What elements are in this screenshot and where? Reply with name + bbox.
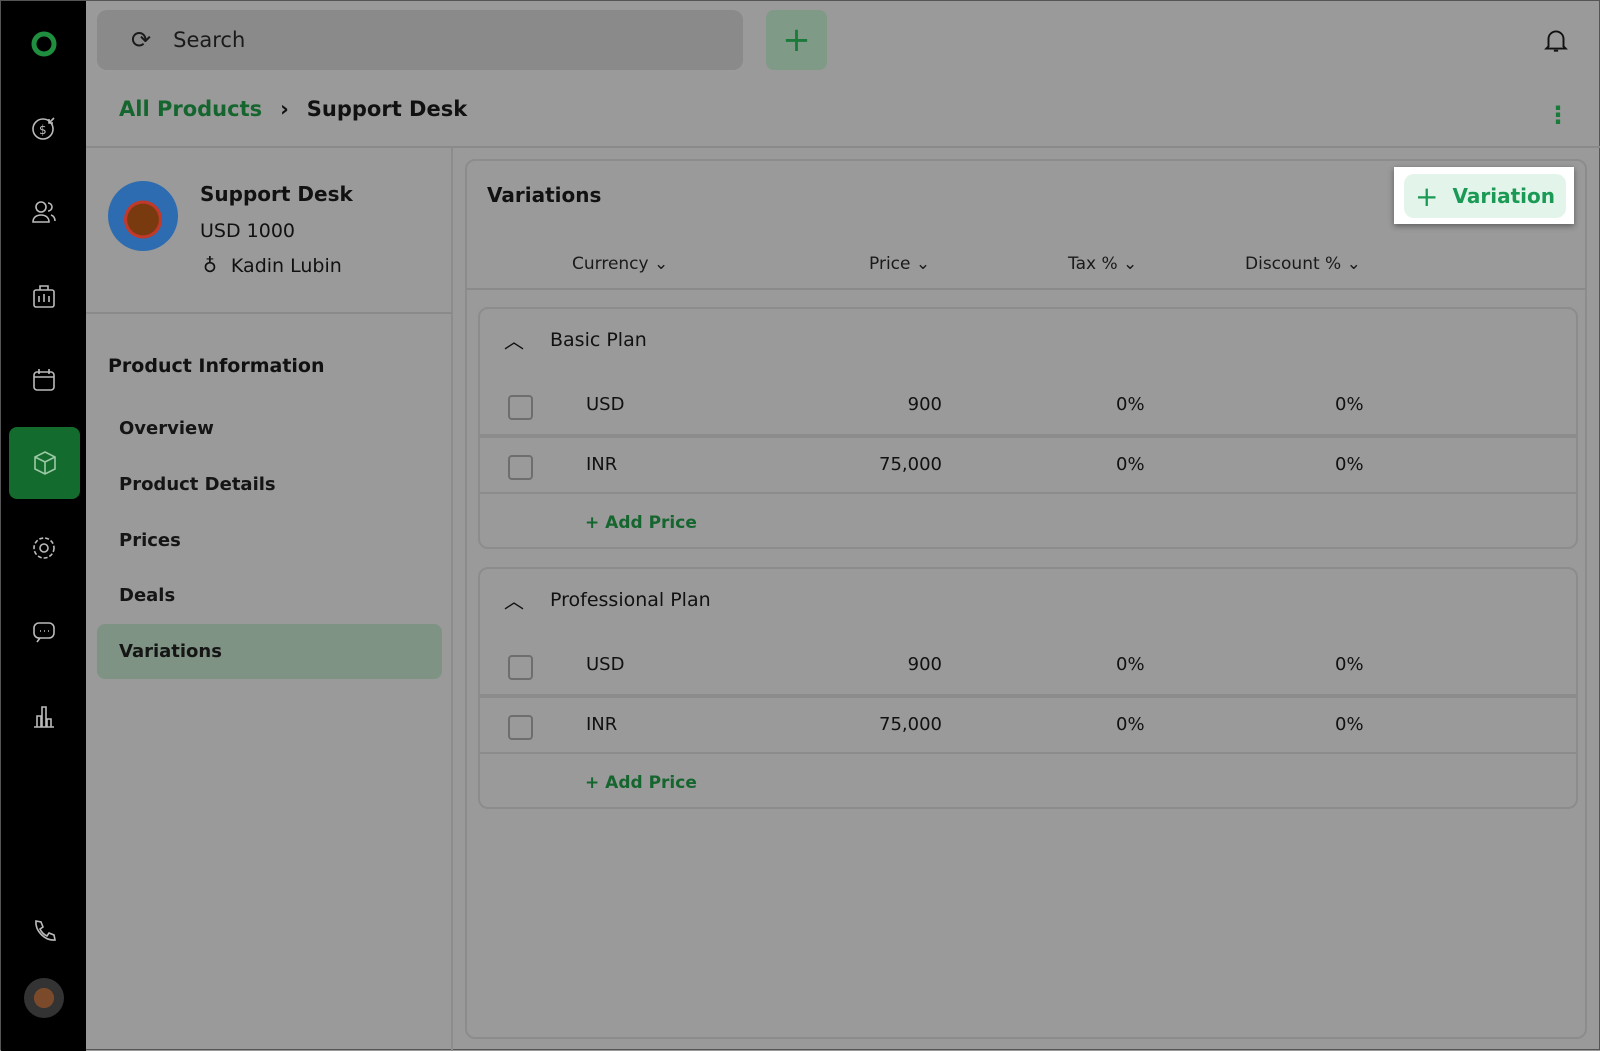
plus-icon: +: [1415, 179, 1439, 213]
product-avatar: [108, 181, 178, 251]
group-title: Professional Plan: [550, 589, 711, 611]
variation-group-basic-plan: ︿ Basic Plan USD 900 0% 0% INR 75,000 0%…: [478, 307, 1578, 549]
add-variation-button[interactable]: + Variation: [1404, 174, 1566, 218]
cell-price: 900: [907, 654, 942, 675]
cell-discount: 0%: [1335, 394, 1364, 415]
column-price[interactable]: Price ⌄: [869, 254, 931, 274]
chevron-up-icon[interactable]: ︿: [504, 329, 524, 353]
user-icon: ♁: [203, 255, 217, 277]
nav-variations[interactable]: Variations: [119, 641, 222, 662]
more-options-icon[interactable]: ⋮: [1546, 101, 1570, 129]
nav-heading: Product Information: [108, 355, 325, 377]
nav-active-bg: [97, 624, 442, 679]
products-box-icon[interactable]: [9, 427, 80, 499]
add-price-link[interactable]: + Add Price: [585, 513, 697, 533]
cell-price: 75,000: [879, 714, 942, 735]
cell-currency: USD: [586, 654, 625, 675]
chevron-up-icon[interactable]: ︿: [504, 589, 524, 613]
column-tax[interactable]: Tax % ⌄: [1068, 254, 1138, 274]
divider: [466, 288, 1586, 290]
product-owner: ♁ Kadin Lubin: [203, 255, 342, 277]
cell-tax: 0%: [1116, 714, 1145, 735]
settings-gear-icon[interactable]: [21, 525, 66, 570]
breadcrumb-current: Support Desk: [306, 97, 468, 121]
notification-bell-icon[interactable]: [1541, 25, 1571, 55]
divider: [86, 312, 453, 314]
product-name: Support Desk: [200, 182, 353, 206]
quick-add-button[interactable]: +: [766, 10, 827, 70]
add-price-link[interactable]: + Add Price: [585, 773, 697, 793]
sidebar: $: [1, 1, 86, 1051]
chevron-right-icon: ›: [280, 97, 289, 121]
table-row: INR 75,000 0% 0%: [480, 696, 1576, 754]
group-title: Basic Plan: [550, 329, 647, 351]
table-row: USD 900 0% 0%: [480, 378, 1576, 436]
variations-card: [465, 159, 1587, 1039]
row-checkbox[interactable]: [508, 395, 533, 420]
cell-currency: INR: [586, 454, 618, 475]
building-icon[interactable]: [21, 273, 66, 318]
variation-group-professional-plan: ︿ Professional Plan USD 900 0% 0% INR 75…: [478, 567, 1578, 809]
column-currency[interactable]: Currency ⌄: [572, 254, 669, 274]
logo-icon[interactable]: [21, 21, 66, 66]
cell-price: 900: [907, 394, 942, 415]
table-row: USD 900 0% 0%: [480, 638, 1576, 696]
reports-chart-icon[interactable]: [21, 693, 66, 738]
calendar-icon[interactable]: [21, 357, 66, 402]
divider: [86, 146, 1600, 148]
search-icon: ⟳: [131, 26, 152, 54]
cell-price: 75,000: [879, 454, 942, 475]
cell-tax: 0%: [1116, 654, 1145, 675]
nav-product-details[interactable]: Product Details: [119, 474, 276, 495]
breadcrumb: All Products › Support Desk: [119, 97, 467, 121]
row-checkbox[interactable]: [508, 655, 533, 680]
nav-deals[interactable]: Deals: [119, 585, 176, 606]
cell-discount: 0%: [1335, 454, 1364, 475]
cell-discount: 0%: [1335, 714, 1364, 735]
contacts-icon[interactable]: [21, 189, 66, 234]
breadcrumb-all-products[interactable]: All Products: [119, 97, 263, 121]
cell-tax: 0%: [1116, 454, 1145, 475]
nav-prices[interactable]: Prices: [119, 530, 181, 551]
cell-currency: INR: [586, 714, 618, 735]
row-checkbox[interactable]: [508, 715, 533, 740]
product-price: USD 1000: [200, 220, 295, 242]
add-variation-highlight: + Variation: [1394, 167, 1574, 224]
user-avatar[interactable]: [21, 975, 66, 1020]
cell-tax: 0%: [1116, 394, 1145, 415]
svg-text:$: $: [39, 123, 47, 137]
chat-icon[interactable]: [21, 608, 66, 653]
variations-title: Variations: [487, 183, 602, 207]
dollar-refund-icon[interactable]: $: [21, 105, 66, 150]
row-checkbox[interactable]: [508, 455, 533, 480]
column-discount[interactable]: Discount % ⌄: [1245, 254, 1361, 274]
nav-overview[interactable]: Overview: [119, 418, 214, 439]
owner-name: Kadin Lubin: [230, 255, 342, 277]
product-sidebar-panel: [86, 147, 453, 1051]
cell-currency: USD: [586, 394, 625, 415]
search-input[interactable]: ⟳ Search: [97, 10, 743, 70]
table-row: INR 75,000 0% 0%: [480, 436, 1576, 494]
phone-icon[interactable]: [21, 908, 66, 953]
cell-discount: 0%: [1335, 654, 1364, 675]
